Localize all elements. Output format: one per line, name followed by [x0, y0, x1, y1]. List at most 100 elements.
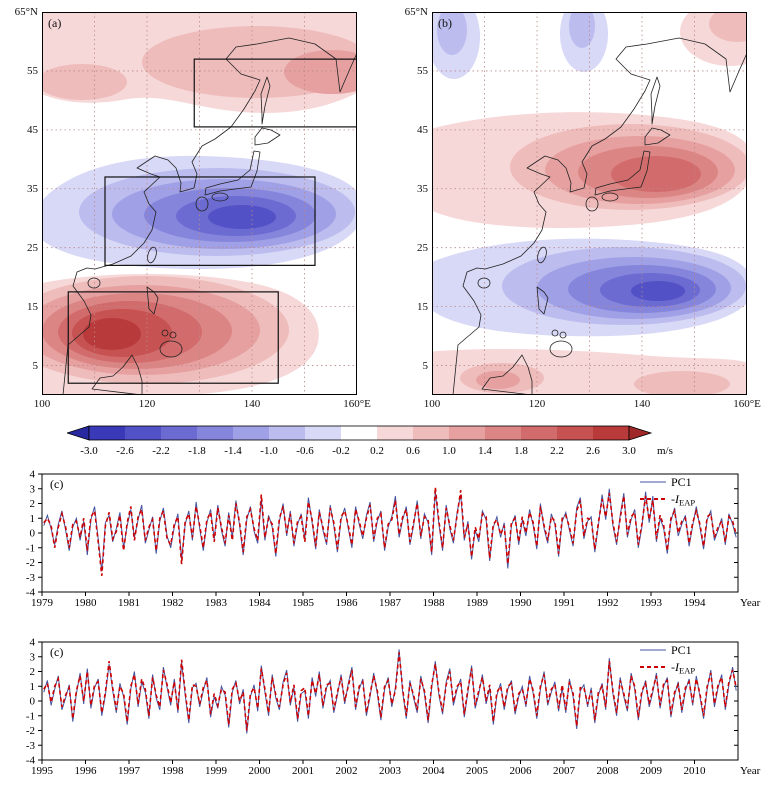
x-tick-label: 1980 [75, 597, 98, 609]
lon-tick-label: 100 [423, 398, 441, 410]
colorbar-tick-label: 0.2 [370, 445, 384, 457]
lat-tick-label: 25 [27, 241, 38, 254]
x-tick-label: 1990 [510, 597, 533, 609]
colorbar-tick-label: -0.2 [332, 445, 349, 457]
x-tick-label: 2004 [423, 765, 446, 777]
colorbar-cell [268, 426, 305, 440]
x-tick-label: 2006 [510, 765, 533, 777]
maps-row: (a) [14, 0, 761, 418]
map-panel-a [42, 12, 357, 395]
x-tick-label: 1986 [336, 597, 359, 609]
y-tick-label: 2 [30, 498, 36, 510]
map-frame-b [432, 12, 747, 395]
colorbar-tick-label: 2.6 [586, 445, 600, 457]
x-tick-label: 1993 [640, 597, 663, 609]
x-tick-label: 2005 [466, 765, 489, 777]
lat-tick-label: 55 [27, 64, 38, 77]
colorbar-tick-label: -1.0 [260, 445, 278, 457]
colorbar-cell [520, 426, 557, 440]
x-tick-label: 2003 [379, 765, 402, 777]
contour-shading-b [432, 12, 747, 395]
colorbar-cell [88, 426, 125, 440]
panel-c-label: (c) [50, 645, 63, 659]
index-region-box [104, 176, 316, 266]
lat-tick-label: 65°N [14, 6, 38, 18]
y-tick-label: -4 [26, 755, 36, 767]
x-tick-label: 1985 [292, 597, 315, 609]
timeseries-chart-2: -4 -3 -2 -1 0 1 2 3 4 1995 1996 1997 1998 1999 2000 200… [26, 637, 761, 778]
x-axis-suffix: Year [740, 597, 761, 609]
y-tick-label: 4 [30, 637, 36, 649]
timeseries-panel-1: -4 -3 -2 -1 0 1 2 3 4 1979 1980 1981 1982 1983 1984 198… [0, 460, 773, 622]
lon-tick-label: 140 [243, 398, 261, 410]
x-tick-label: 1984 [249, 597, 272, 609]
lon-tick-label: 140 [633, 398, 651, 410]
lat-tick-label: 45 [417, 123, 428, 136]
contour-shading-a [42, 12, 357, 395]
lon-tick-label: 120 [528, 398, 546, 410]
x-tick-label: 2002 [336, 765, 358, 777]
index-region-box [193, 58, 357, 128]
x-tick-label: 1997 [118, 765, 141, 777]
colorbar-tick-label: 3.0 [622, 445, 636, 457]
y-tick-label: -1 [26, 710, 35, 722]
lat-tick-label: 5 [32, 359, 39, 372]
x-axis-suffix: Year [740, 765, 761, 777]
colorbar-unit: m/s [657, 445, 673, 457]
x-tick-label: 1991 [553, 597, 575, 609]
lon-tick-label: 160°E [343, 398, 371, 410]
colorbar-tick-label: -2.6 [116, 445, 134, 457]
colorbar-tick-label: -3.0 [80, 445, 98, 457]
plot-frame [41, 473, 739, 593]
colorbar-cell [448, 426, 485, 440]
map-panel-b-container: (b) [398, 0, 761, 418]
y-tick-label: 2 [30, 666, 36, 678]
x-tick-label: 1982 [162, 597, 184, 609]
panel-c-label: (c) [50, 477, 63, 491]
x-tick-label: 1987 [379, 597, 402, 609]
x-tick-label: 1994 [684, 597, 707, 609]
lat-tick-label: 35 [417, 182, 428, 195]
lat-tick-label: 45 [27, 123, 38, 136]
x-tick-label: 2001 [292, 765, 314, 777]
panel-a-label: (a) [48, 16, 62, 30]
y-tick-label: 3 [30, 651, 36, 663]
x-tick-label: 1995 [31, 765, 54, 777]
legend-label: PC1 [671, 643, 692, 657]
colorbar-cell [376, 426, 413, 440]
colorbar-cell [196, 426, 233, 440]
timeseries-chart-1: -4 -3 -2 -1 0 1 2 3 4 1979 1980 1981 1982 1983 1984 198… [26, 469, 761, 610]
lon-tick-label: 100 [33, 398, 51, 410]
y-tick-label: 0 [30, 696, 36, 708]
map-gridlines-b [432, 12, 747, 395]
ieap-line [43, 652, 737, 731]
colorbar-tick-label: -2.2 [152, 445, 169, 457]
colorbar-right-arrow [628, 425, 652, 441]
colorbar-left-arrow [65, 425, 89, 441]
colorbar-tick-label: 1.8 [514, 445, 528, 457]
colorbar-tick-label: -0.6 [296, 445, 314, 457]
lat-tick-label: 55 [417, 64, 428, 77]
y-tick-label: 3 [30, 483, 36, 495]
colorbar-row: -3.0 -2.6 -2.2 -1.8 -1.4 -1.0 -0.6 -0.2 0.2 0.6 1.… [0, 424, 773, 465]
x-tick-label: 1989 [466, 597, 489, 609]
y-tick-label: -1 [26, 542, 35, 554]
legend-label: PC1 [671, 475, 692, 489]
colorbar-cell [160, 426, 197, 440]
colorbar-tick-label: -1.8 [188, 445, 206, 457]
colorbar-cell [412, 426, 449, 440]
lat-tick-label: 35 [27, 182, 38, 195]
colorbar-cell [124, 426, 161, 440]
map-panel-b [432, 12, 747, 395]
colorbar-cell [304, 426, 341, 440]
map-gridlines-a [42, 12, 357, 395]
x-tick-label: 1996 [75, 765, 98, 777]
x-tick-label: 1979 [31, 597, 54, 609]
x-tick-label: 1998 [162, 765, 185, 777]
ieap-line [43, 487, 737, 576]
x-tick-label: 2009 [640, 765, 663, 777]
y-tick-label: 1 [30, 513, 36, 525]
y-tick-label: -4 [26, 587, 36, 599]
colorbar-tick-label: 1.0 [442, 445, 456, 457]
colorbar-cell [232, 426, 269, 440]
